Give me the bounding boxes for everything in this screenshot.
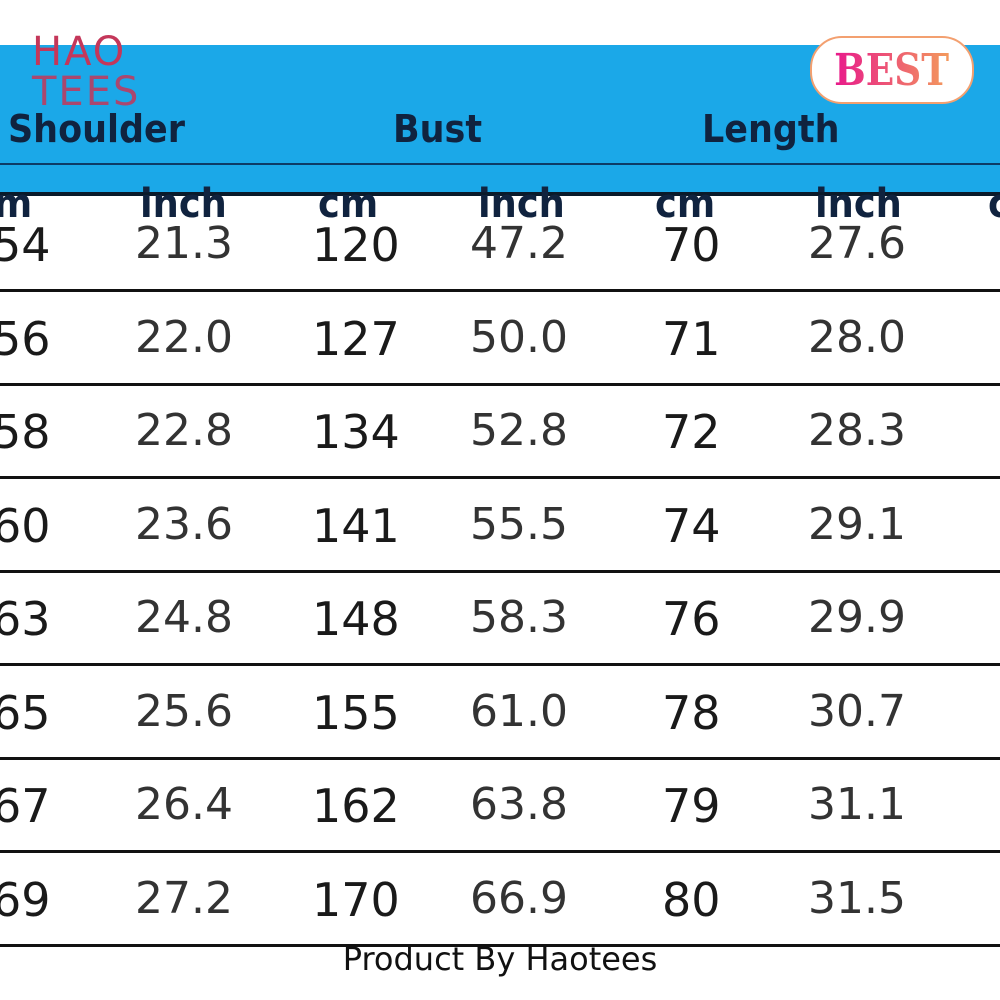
table-cell: 47.2 (470, 218, 568, 269)
table-cell: 79 (662, 779, 721, 833)
table-cell: 141 (312, 498, 400, 553)
table-cell: 66.9 (470, 872, 568, 924)
table-cell: 80 (662, 872, 721, 927)
unit-cm: cm (655, 181, 716, 227)
table-cell: 63 (0, 592, 51, 646)
logo-line1: HAO (32, 29, 127, 75)
haotees-logo: HAO TEES (32, 32, 140, 112)
table-cell: 56 (0, 311, 51, 366)
table-cell: 78 (662, 685, 721, 740)
table-cell: 25.6 (135, 685, 233, 737)
unit-cm: cm (988, 181, 1000, 227)
table-cell: 29.1 (808, 498, 906, 550)
table-row: 58 22.8 134 52.8 72 28.3 (0, 383, 1000, 479)
table-cell: 127 (312, 311, 400, 366)
badge-text: BEST (834, 44, 950, 96)
table-cell: 67 (0, 779, 51, 833)
table-cell: 28.0 (808, 311, 906, 363)
table-cell: 74 (662, 498, 721, 553)
table-row: 60 23.6 141 55.5 74 29.1 (0, 477, 1000, 573)
table-cell: 60 (0, 498, 51, 553)
table-cell: 31.1 (808, 779, 906, 830)
table-cell: 24.8 (135, 592, 233, 643)
unit-cm: cm (318, 181, 379, 227)
unit-inch: inch (140, 181, 227, 227)
unit-inch: inch (815, 181, 902, 227)
table-cell: 26.4 (135, 779, 233, 830)
logo-line2: TEES (32, 69, 141, 115)
table-cell: 61.0 (470, 685, 568, 737)
table-cell: 72 (662, 405, 721, 459)
table-cell: 71 (662, 311, 721, 366)
table-cell: 76 (662, 592, 721, 646)
table-cell: 69 (0, 872, 51, 927)
table-cell: 120 (312, 218, 400, 272)
table-cell: 31.5 (808, 872, 906, 924)
table-cell: 22.8 (135, 405, 233, 456)
table-cell: 170 (312, 872, 400, 927)
header-length: Length (702, 107, 840, 151)
table-cell: 22.0 (135, 311, 233, 363)
table-row: 67 26.4 162 63.8 79 31.1 (0, 757, 1000, 853)
table-cell: 54 (0, 218, 51, 272)
table-row: 63 24.8 148 58.3 76 29.9 (0, 570, 1000, 666)
table-cell: 70 (662, 218, 721, 272)
table-cell: 52.8 (470, 405, 568, 456)
table-cell: 58.3 (470, 592, 568, 643)
header-bust: Bust (393, 107, 483, 151)
unit-inch: inch (478, 181, 565, 227)
table-row: 56 22.0 127 50.0 71 28.0 (0, 290, 1000, 386)
table-cell: 27.6 (808, 218, 906, 269)
table-cell: 23.6 (135, 498, 233, 550)
table-cell: 63.8 (470, 779, 568, 830)
table-cell: 155 (312, 685, 400, 740)
table-cell: 30.7 (808, 685, 906, 737)
table-cell: 28.3 (808, 405, 906, 456)
table-cell: 21.3 (135, 218, 233, 269)
table-cell: 29.9 (808, 592, 906, 643)
table-row: 65 25.6 155 61.0 78 30.7 (0, 664, 1000, 760)
table-cell: 27.2 (135, 872, 233, 924)
table-cell: 134 (312, 405, 400, 459)
table-cell: 148 (312, 592, 400, 646)
table-row: 69 27.2 170 66.9 80 31.5 (0, 851, 1000, 947)
table-row: 54 21.3 120 47.2 70 27.6 (0, 196, 1000, 292)
table-cell: 55.5 (470, 498, 568, 550)
footer-credit: Product By Haotees (342, 940, 658, 978)
table-cell: 65 (0, 685, 51, 740)
table-cell: 50.0 (470, 311, 568, 363)
unit-cm: cm (0, 181, 32, 227)
header-divider (0, 163, 1000, 165)
table-cell: 58 (0, 405, 51, 459)
best-badge: BEST (810, 36, 974, 104)
header-shoulder: Shoulder (8, 107, 185, 151)
table-cell: 162 (312, 779, 400, 833)
